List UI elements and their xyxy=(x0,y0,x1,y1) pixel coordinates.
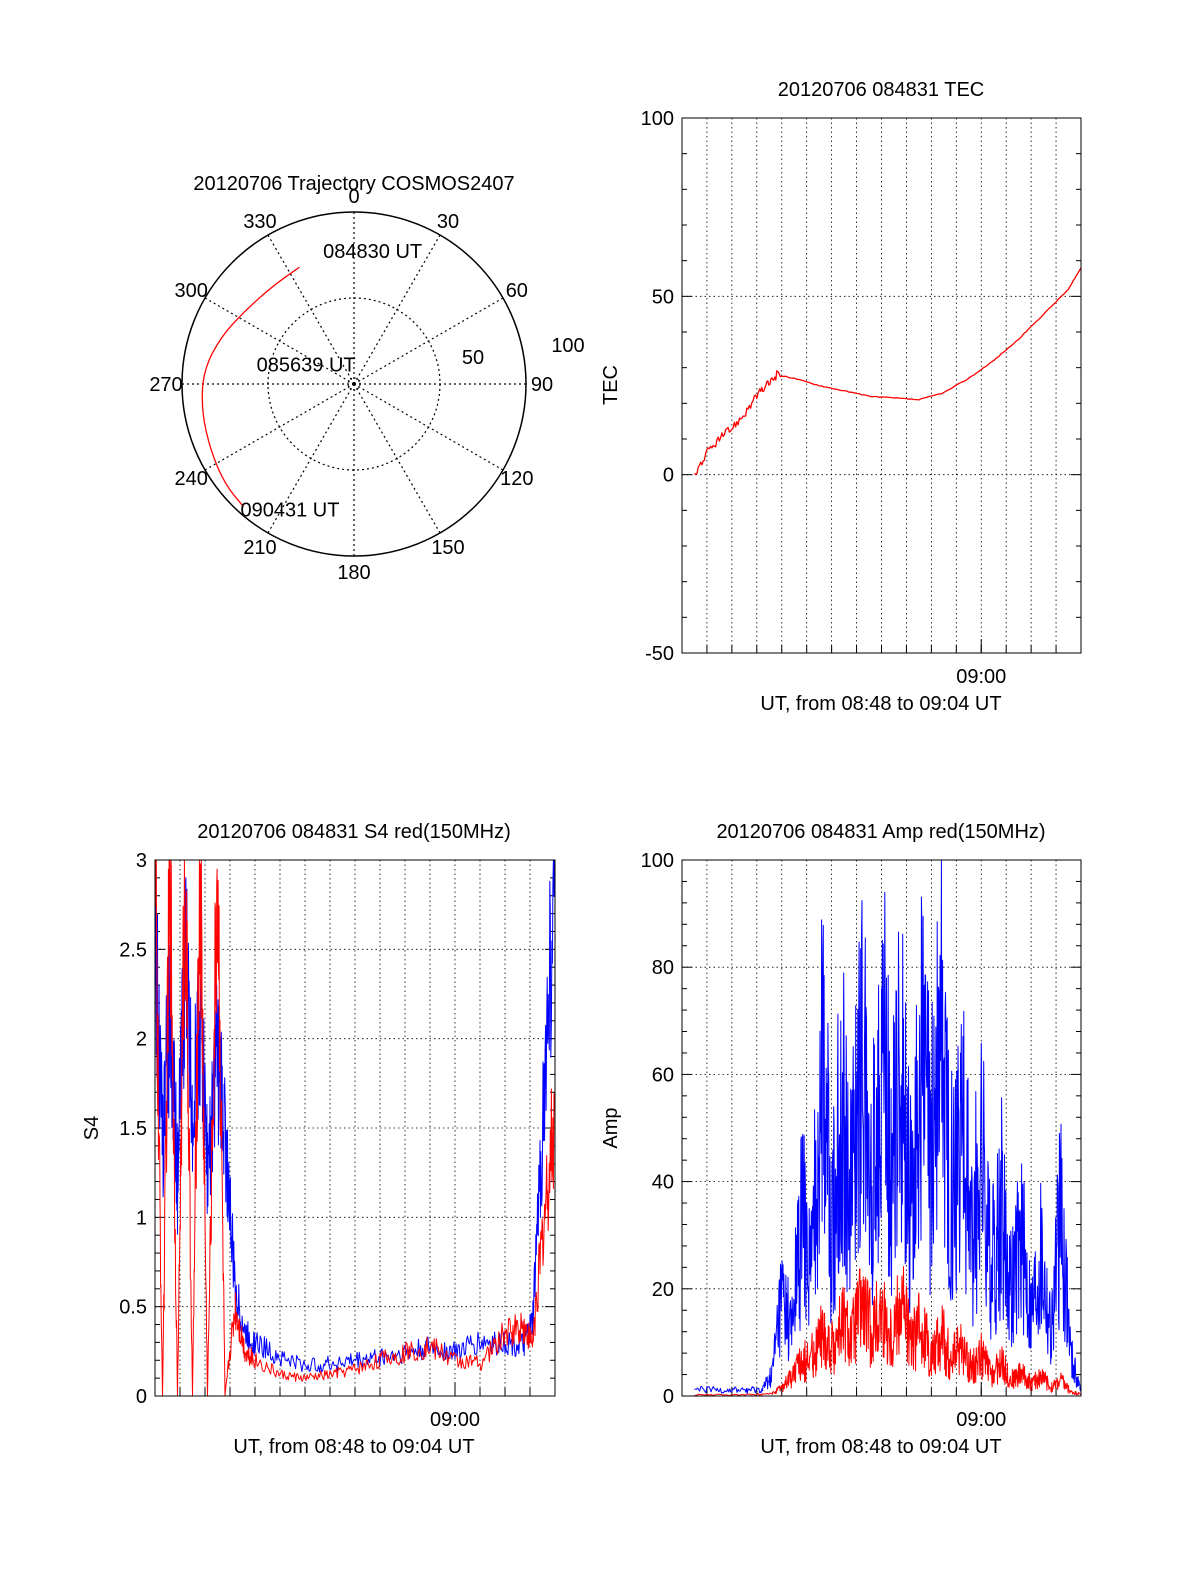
polar-azimuth-label: 0 xyxy=(348,186,359,208)
polar-azimuth-label: 90 xyxy=(531,374,553,396)
y-tick-label: 0 xyxy=(663,465,674,487)
trajectory-annotation: 090431 UT xyxy=(240,500,339,522)
polar-azimuth-label: 180 xyxy=(337,562,370,584)
polar-azimuth-label: 60 xyxy=(506,280,528,302)
amp-ylabel: Amp xyxy=(600,1107,622,1148)
polar-azimuth-label: 120 xyxy=(500,468,533,490)
y-tick-label: 40 xyxy=(652,1172,674,1194)
amp-series xyxy=(694,859,1082,1396)
y-tick-label: 20 xyxy=(652,1279,674,1301)
polar-azimuth-label: 210 xyxy=(243,537,276,559)
polar-azimuth-label: 30 xyxy=(437,211,459,233)
s4-title: 20120706 084831 S4 red(150MHz) xyxy=(197,821,511,843)
y-tick-label: 50 xyxy=(652,286,674,308)
tec-frame xyxy=(681,117,1082,654)
series-line xyxy=(694,859,1082,1394)
tec-title: 20120706 084831 TEC xyxy=(778,79,984,101)
y-tick-label: 1 xyxy=(136,1207,147,1229)
polar-radial-label: 100 xyxy=(551,335,584,357)
tec-series xyxy=(693,267,1082,476)
polar-panel: 20120706 Trajectory COSMOS2407 0 30 60 90 12… xyxy=(149,173,584,584)
y-tick-label: 3 xyxy=(136,850,147,872)
trajectory-line xyxy=(201,266,300,508)
polar-azimuth-labels: 0 30 60 90 120 150 180 210 240 270 300 330 xyxy=(149,186,553,584)
polar-spoke xyxy=(204,297,355,385)
y-tick-label: 100 xyxy=(641,108,674,130)
polar-spoke xyxy=(204,383,355,471)
tec-ylabel: TEC xyxy=(600,365,622,405)
polar-azimuth-label: 300 xyxy=(174,280,207,302)
amp-panel: 20120706 084831 Amp red(150MHz) Amp UT, … xyxy=(600,821,1082,1458)
s4-grid xyxy=(155,860,555,1396)
polar-spoke xyxy=(353,297,504,385)
polar-azimuth-label: 150 xyxy=(431,537,464,559)
series-line xyxy=(693,267,1082,476)
polar-azimuth-label: 240 xyxy=(174,468,207,490)
polar-azimuth-label: 270 xyxy=(149,374,182,396)
amp-title: 20120706 084831 Amp red(150MHz) xyxy=(716,821,1045,843)
y-tick-label: 0 xyxy=(136,1386,147,1408)
y-tick-label: 1.5 xyxy=(119,1118,147,1140)
polar-grid xyxy=(181,211,527,557)
amp-frame xyxy=(681,859,1082,1397)
series-line xyxy=(154,859,556,1397)
tec-grid xyxy=(682,118,1081,653)
polar-spoke xyxy=(353,383,504,471)
series-line xyxy=(694,1266,1082,1396)
polar-title: 20120706 Trajectory COSMOS2407 xyxy=(193,173,514,195)
polar-spoke xyxy=(353,383,441,534)
x-tick-label: 09:00 xyxy=(956,666,1006,688)
y-tick-label: 60 xyxy=(652,1064,674,1086)
polar-azimuth-label: 330 xyxy=(243,211,276,233)
tec-panel: 20120706 084831 TEC TEC UT, from 08:48 t… xyxy=(600,79,1082,715)
y-tick-label: 0 xyxy=(663,1386,674,1408)
y-tick-label: 0.5 xyxy=(119,1297,147,1319)
s4-frame xyxy=(154,859,556,1397)
y-tick-label: -50 xyxy=(645,643,674,665)
x-tick-label: 09:00 xyxy=(956,1409,1006,1431)
s4-xlabel: UT, from 08:48 to 09:04 UT xyxy=(233,1436,474,1458)
polar-radial-label: 50 xyxy=(462,347,484,369)
s4-series xyxy=(154,859,556,1397)
polar-spoke xyxy=(267,234,355,385)
s4-ticks: 0 0.5 1 1.5 2 2.5 3 09:00 xyxy=(119,850,555,1431)
x-tick-label: 09:00 xyxy=(430,1409,480,1431)
y-tick-label: 100 xyxy=(641,850,674,872)
s4-ylabel: S4 xyxy=(81,1116,103,1140)
amp-xlabel: UT, from 08:48 to 09:04 UT xyxy=(760,1436,1001,1458)
polar-spoke xyxy=(267,383,355,534)
y-tick-label: 2.5 xyxy=(119,939,147,961)
trajectory-annotations: 084830 UT 085639 UT 090431 UT xyxy=(240,241,422,522)
amp-ticks: 0 20 40 60 80 100 09:00 xyxy=(641,850,1081,1431)
tec-xlabel: UT, from 08:48 to 09:04 UT xyxy=(760,693,1001,715)
y-tick-label: 2 xyxy=(136,1029,147,1051)
trajectory-annotation: 084830 UT xyxy=(323,241,422,263)
polar-radial-labels: 50 100 xyxy=(462,335,585,369)
y-tick-label: 80 xyxy=(652,957,674,979)
s4-panel: 20120706 084831 S4 red(150MHz) S4 UT, fr… xyxy=(81,821,556,1458)
trajectory-annotation: 085639 UT xyxy=(257,355,356,377)
polar-spoke xyxy=(353,234,441,385)
